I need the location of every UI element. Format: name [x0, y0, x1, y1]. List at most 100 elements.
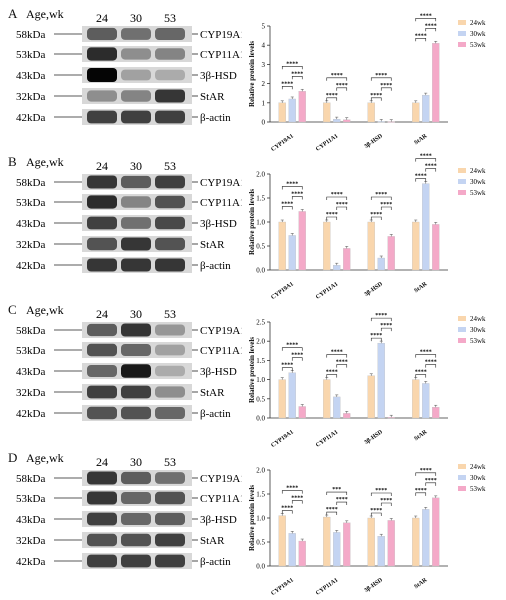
western-blot: Age,wk 24 30 53 58kDa CYP19A1 53kDa CYP11A1 43kD… [16, 155, 242, 273]
x-tick-label: CYP11A1 [315, 133, 339, 152]
bar-30wk [422, 509, 430, 567]
legend-label: 30wk [470, 30, 486, 38]
significance-label: **** [286, 343, 298, 349]
bar-24wk [367, 375, 375, 419]
bar-30wk [377, 257, 385, 271]
bar-24wk [323, 102, 331, 123]
protein-band [87, 195, 117, 209]
lane-label: 24 [96, 455, 108, 469]
x-tick-label: StAR [413, 281, 428, 294]
legend-swatch [458, 179, 466, 184]
significance-label: **** [415, 370, 427, 376]
significance-label: **** [281, 201, 293, 207]
y-tick-label: 1.0 [256, 515, 265, 523]
significance-label: **** [370, 333, 382, 339]
bar-53wk [343, 248, 351, 271]
significance-label: **** [420, 154, 432, 160]
lane-label: 53 [164, 159, 176, 173]
lane-label: 24 [96, 159, 108, 173]
legend-swatch [458, 168, 466, 173]
protein-band [155, 28, 185, 40]
y-tick-label: 1.5 [256, 357, 265, 365]
bar-53wk [298, 540, 306, 567]
y-tick-label: 1.5 [256, 195, 265, 203]
legend-label: 53wk [470, 41, 486, 49]
protein-band [155, 258, 185, 272]
protein-band [121, 48, 151, 60]
bar-24wk [323, 379, 331, 419]
bar-53wk [387, 236, 395, 271]
protein-band [155, 365, 185, 377]
significance-label: **** [420, 13, 432, 19]
protein-band [121, 196, 151, 208]
protein-band [121, 110, 151, 124]
y-tick-label: 0.0 [256, 563, 265, 571]
bar-53wk [298, 211, 306, 271]
bar-chart: 0.0 0.5 1.0 1.5 2.0 Relative protein levels **… [248, 463, 486, 596]
legend-swatch [458, 464, 466, 469]
bar-24wk [323, 516, 331, 567]
significance-label: **** [380, 202, 392, 208]
significance-label: **** [420, 350, 432, 356]
bar-24wk [278, 102, 286, 123]
protein-band [155, 491, 185, 505]
bar-24wk [412, 221, 420, 271]
y-tick-label: 1.5 [256, 491, 265, 499]
legend-swatch [458, 475, 466, 480]
x-tick-label: CYP19A1 [270, 281, 294, 300]
protein-band [87, 258, 117, 272]
protein-band [87, 90, 117, 102]
protein-band [121, 90, 151, 102]
protein-label: 3β-HSD [200, 366, 237, 378]
y-axis-label: Relative protein levels [248, 485, 256, 551]
protein-band [155, 472, 185, 484]
protein-band [87, 406, 117, 420]
y-axis-label: Relative protein levels [248, 189, 256, 255]
bar-30wk [288, 533, 296, 567]
protein-band [155, 195, 185, 209]
marker-label: 53kDa [16, 345, 45, 357]
panel-letter: C [8, 302, 17, 317]
significance-label: **** [291, 191, 303, 197]
significance-label: **** [370, 212, 382, 218]
bar-53wk [432, 407, 440, 419]
marker-label: 43kDa [16, 366, 45, 378]
protein-label: StAR [200, 239, 225, 251]
significance-label: **** [336, 497, 348, 503]
protein-band [155, 386, 185, 398]
y-tick-label: 0.5 [256, 243, 265, 251]
legend-swatch [458, 42, 466, 47]
age-header: Age,wk [26, 7, 64, 21]
bar-30wk [377, 536, 385, 567]
marker-label: 58kDa [16, 29, 45, 41]
legend-swatch [458, 316, 466, 321]
protein-label: CYP19A1 [200, 177, 242, 189]
protein-band [87, 323, 117, 337]
bar-30wk [422, 383, 430, 419]
bar-30wk [288, 98, 296, 123]
bar-24wk [278, 515, 286, 567]
protein-label: β-actin [200, 556, 231, 568]
protein-band [121, 237, 151, 251]
lane-label: 53 [164, 11, 176, 25]
significance-label: **** [331, 73, 343, 79]
marker-label: 58kDa [16, 473, 45, 485]
y-axis-label: Relative protein levels [248, 41, 256, 107]
protein-band [155, 69, 185, 81]
bar-53wk [343, 119, 351, 123]
legend-swatch [458, 338, 466, 343]
bar-53wk [432, 43, 440, 123]
protein-band [87, 47, 117, 61]
protein-label: CYP19A1 [200, 29, 242, 41]
protein-label: 3β-HSD [200, 70, 237, 82]
y-tick-label: 4 [262, 42, 266, 50]
marker-label: 53kDa [16, 493, 45, 505]
bar-chart: 0.0 0.5 1.0 1.5 2.0 2.5 Relative protein level… [248, 313, 486, 448]
protein-band [87, 216, 117, 230]
x-tick-label: 3β-HSD [364, 577, 385, 594]
significance-label: **** [291, 71, 303, 77]
lane-label: 30 [130, 159, 142, 173]
significance-label: **** [326, 93, 338, 99]
protein-band [155, 344, 185, 356]
legend-label: 24wk [470, 167, 486, 175]
